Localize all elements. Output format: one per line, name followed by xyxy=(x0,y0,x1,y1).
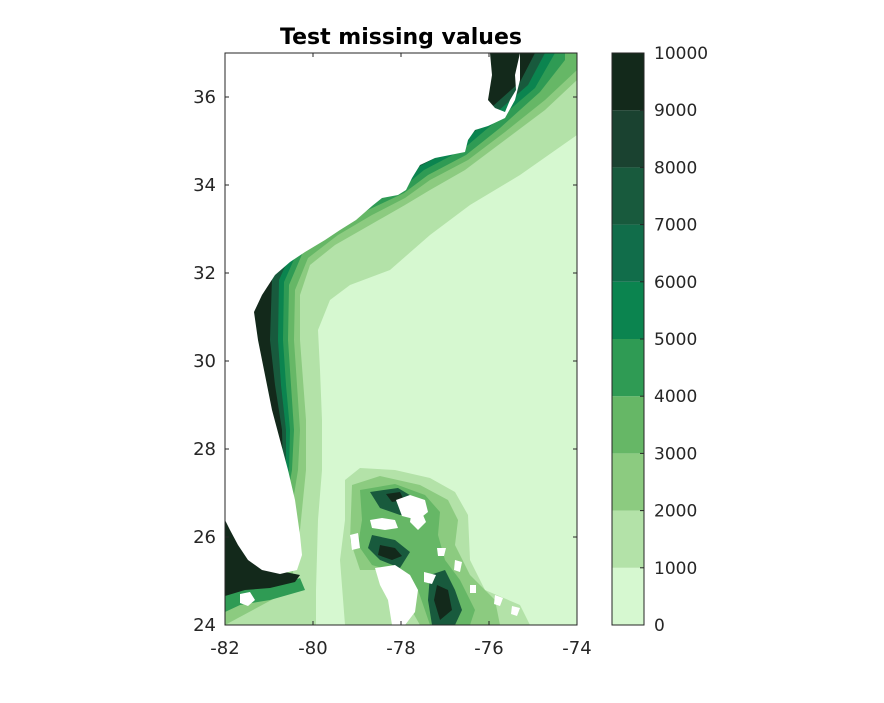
colorbar-swatch xyxy=(612,110,644,168)
missing-island-11 xyxy=(240,592,255,606)
colorbar-tick-label: 6000 xyxy=(654,273,697,293)
missing-island-7 xyxy=(454,560,462,572)
missing-island-6 xyxy=(424,572,436,584)
colorbar-tick-label: 8000 xyxy=(654,158,697,178)
colorbar-tick-label: 4000 xyxy=(654,387,697,407)
colorbar-swatch xyxy=(612,453,644,511)
colorbar-swatch xyxy=(612,567,644,625)
colorbar-tick-label: 0 xyxy=(654,616,665,636)
x-tick-label: -82 xyxy=(210,638,239,659)
colorbar-swatch xyxy=(612,53,644,111)
contour-field xyxy=(225,53,577,625)
y-tick-label: 26 xyxy=(193,527,216,548)
colorbar-swatch xyxy=(612,339,644,397)
missing-island-2 xyxy=(410,508,426,530)
y-tick-label: 32 xyxy=(193,263,216,284)
colorbar-swatch xyxy=(612,396,644,454)
y-tick-label: 34 xyxy=(193,175,216,196)
missing-island-8 xyxy=(470,585,476,593)
y-tick-label: 30 xyxy=(193,351,216,372)
colorbar-tick-label: 9000 xyxy=(654,101,697,121)
x-axis: -82 -80 -78 -76 -74 xyxy=(210,53,592,659)
colorbar-tick-label: 2000 xyxy=(654,502,697,522)
colorbar-tick-label: 3000 xyxy=(654,444,697,464)
missing-island-3 xyxy=(370,518,398,530)
colorbar-tick-label: 1000 xyxy=(654,559,697,579)
x-tick-label: -76 xyxy=(474,638,503,659)
colorbar-tick-label: 10000 xyxy=(654,44,708,64)
y-axis: 24 26 28 30 32 34 36 xyxy=(193,87,577,636)
colorbar-tick-label: 7000 xyxy=(654,216,697,236)
colorbar-swatch xyxy=(612,510,644,568)
y-tick-label: 28 xyxy=(193,439,216,460)
y-tick-label: 24 xyxy=(193,615,216,636)
colorbar-swatch xyxy=(612,281,644,339)
missing-island-9 xyxy=(494,595,503,606)
x-tick-label: -78 xyxy=(386,638,415,659)
missing-island-12 xyxy=(437,548,446,556)
chart-title: Test missing values xyxy=(280,25,522,50)
missing-island-5 xyxy=(375,565,418,625)
colorbar-tick-label: 5000 xyxy=(654,330,697,350)
colorbar: 0 1000 2000 3000 4000 5000 6000 7000 8000 9000 100… xyxy=(611,44,708,636)
colorbar-swatch xyxy=(612,224,644,282)
bahamas-band-darkest xyxy=(378,492,452,620)
missing-island-4 xyxy=(350,533,360,550)
missing-island-10 xyxy=(511,606,520,616)
x-tick-label: -80 xyxy=(298,638,327,659)
missing-land-mainland xyxy=(225,53,520,574)
y-tick-label: 36 xyxy=(193,87,216,108)
x-tick-label: -74 xyxy=(562,638,591,659)
colorbar-swatch xyxy=(612,167,644,225)
